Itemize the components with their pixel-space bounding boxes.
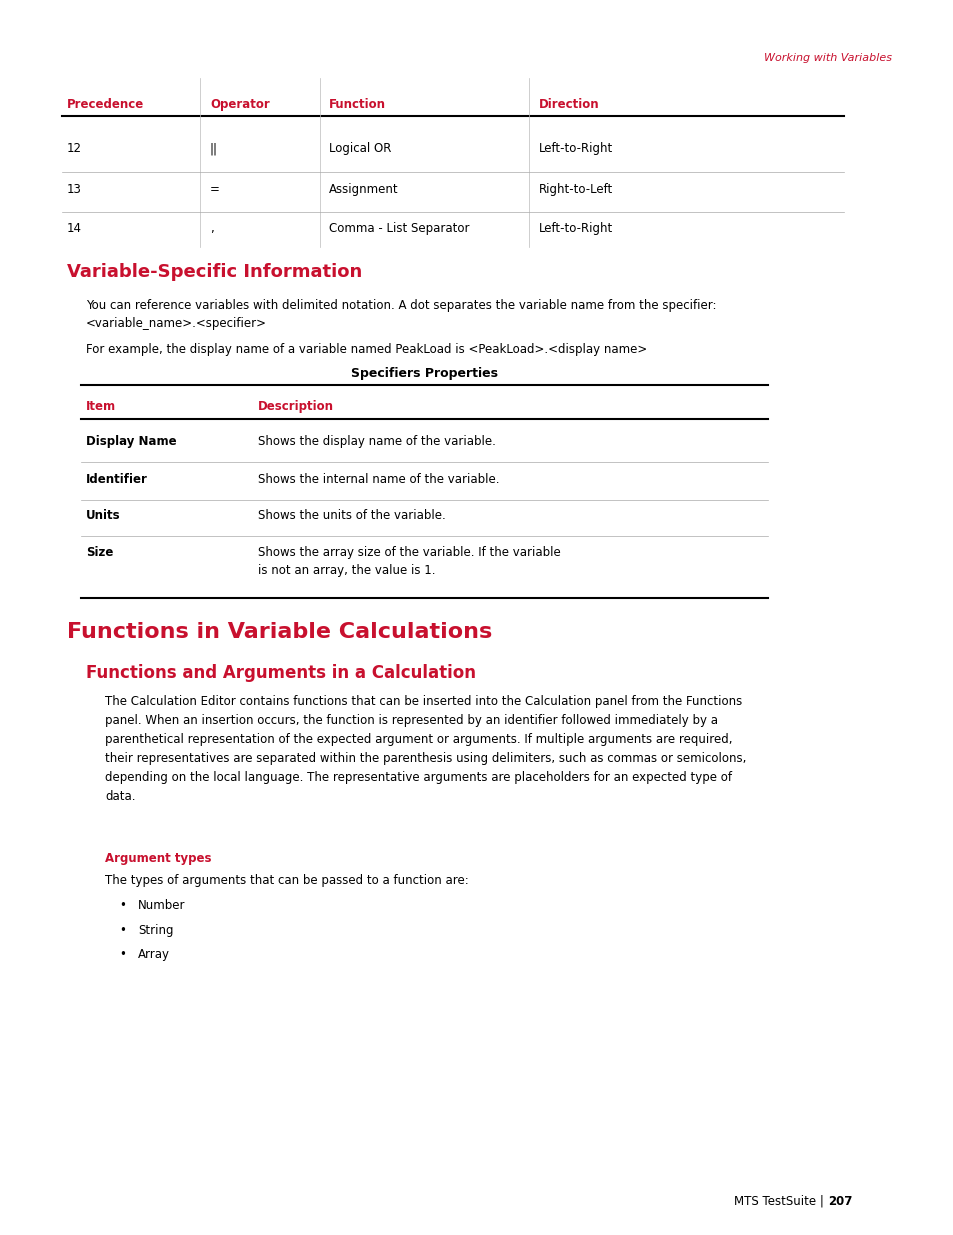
Text: Function: Function — [329, 98, 386, 111]
Text: You can reference variables with delimited notation. A dot separates the variabl: You can reference variables with delimit… — [86, 299, 716, 331]
Text: The Calculation Editor contains functions that can be inserted into the Calculat: The Calculation Editor contains function… — [105, 695, 745, 803]
Text: String: String — [138, 924, 173, 937]
Text: Comma - List Separator: Comma - List Separator — [329, 222, 469, 236]
Text: ||: || — [210, 142, 217, 156]
Text: Left-to-Right: Left-to-Right — [538, 222, 613, 236]
Text: Shows the array size of the variable. If the variable
is not an array, the value: Shows the array size of the variable. If… — [257, 546, 559, 577]
Text: 13: 13 — [67, 183, 82, 196]
Text: Logical OR: Logical OR — [329, 142, 391, 156]
Text: Assignment: Assignment — [329, 183, 398, 196]
Text: Shows the display name of the variable.: Shows the display name of the variable. — [257, 435, 495, 448]
Text: Shows the units of the variable.: Shows the units of the variable. — [257, 509, 445, 522]
Text: Right-to-Left: Right-to-Left — [538, 183, 613, 196]
Text: Operator: Operator — [210, 98, 270, 111]
Text: 12: 12 — [67, 142, 82, 156]
Text: 207: 207 — [827, 1194, 852, 1208]
Text: Shows the internal name of the variable.: Shows the internal name of the variable. — [257, 473, 498, 487]
Text: Working with Variables: Working with Variables — [763, 53, 891, 63]
Text: Display Name: Display Name — [86, 435, 176, 448]
Text: •: • — [119, 948, 126, 962]
Text: Argument types: Argument types — [105, 852, 212, 866]
Text: Direction: Direction — [538, 98, 599, 111]
Text: Precedence: Precedence — [67, 98, 144, 111]
Text: Item: Item — [86, 400, 116, 414]
Text: Left-to-Right: Left-to-Right — [538, 142, 613, 156]
Text: Array: Array — [138, 948, 171, 962]
Text: Functions and Arguments in a Calculation: Functions and Arguments in a Calculation — [86, 664, 476, 683]
Text: Specifiers Properties: Specifiers Properties — [351, 367, 497, 380]
Text: Identifier: Identifier — [86, 473, 148, 487]
Text: ,: , — [210, 222, 213, 236]
Text: Variable-Specific Information: Variable-Specific Information — [67, 263, 361, 282]
Text: Description: Description — [257, 400, 334, 414]
Text: •: • — [119, 924, 126, 937]
Text: Number: Number — [138, 899, 186, 913]
Text: 14: 14 — [67, 222, 82, 236]
Text: =: = — [210, 183, 219, 196]
Text: MTS TestSuite |: MTS TestSuite | — [734, 1194, 827, 1208]
Text: Units: Units — [86, 509, 120, 522]
Text: For example, the display name of a variable named PeakLoad is <PeakLoad>.<displa: For example, the display name of a varia… — [86, 343, 646, 357]
Text: •: • — [119, 899, 126, 913]
Text: The types of arguments that can be passed to a function are:: The types of arguments that can be passe… — [105, 874, 468, 888]
Text: Functions in Variable Calculations: Functions in Variable Calculations — [67, 622, 492, 642]
Text: Size: Size — [86, 546, 113, 559]
